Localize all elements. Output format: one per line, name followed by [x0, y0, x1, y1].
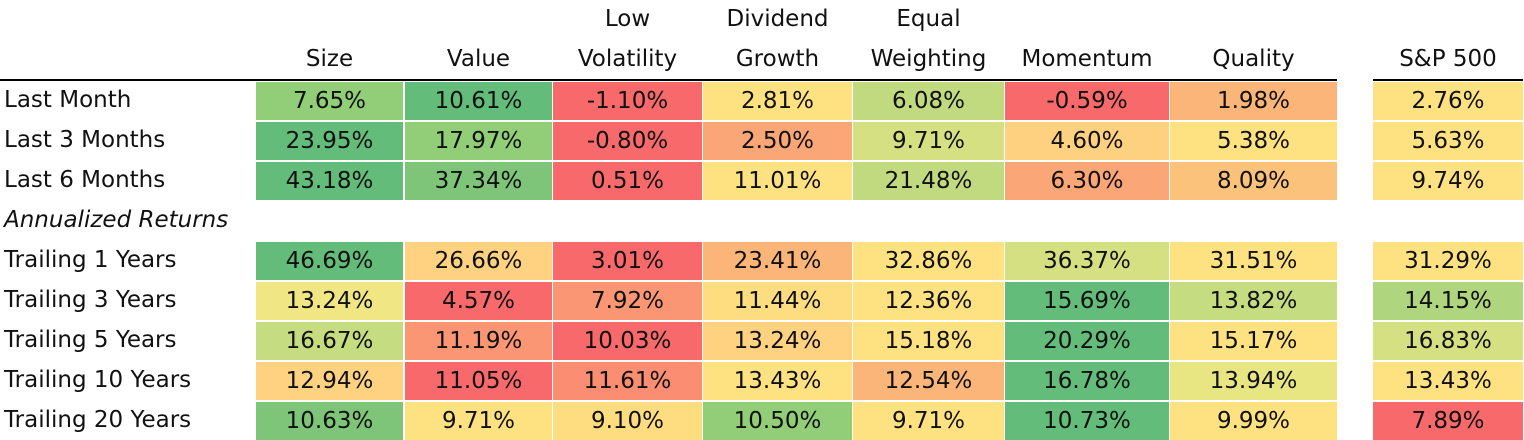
- heatmap-cell: 13.43%: [1373, 362, 1523, 400]
- heatmap-cell: 15.69%: [1005, 282, 1169, 320]
- heatmap-cell: 31.29%: [1373, 242, 1523, 280]
- heatmap-cell: 11.44%: [703, 282, 852, 320]
- heatmap-cell: 10.61%: [405, 82, 552, 120]
- heatmap-cell: 10.50%: [703, 402, 852, 440]
- heatmap-cell: 9.99%: [1170, 402, 1337, 440]
- column-header: Size: [305, 46, 354, 72]
- heatmap-cell: 20.29%: [1005, 322, 1169, 360]
- heatmap-cell: 14.15%: [1373, 282, 1523, 320]
- row-label: Last 6 Months: [4, 167, 166, 193]
- column-header: Weighting: [870, 46, 987, 72]
- heatmap-cell: 13.82%: [1170, 282, 1337, 320]
- column-header-line1: Equal: [896, 6, 961, 32]
- heatmap-cell: 9.71%: [853, 122, 1004, 160]
- heatmap-cell: 31.51%: [1170, 242, 1337, 280]
- row-label: Trailing 10 Years: [4, 367, 192, 393]
- heatmap-cell: -0.80%: [553, 122, 702, 160]
- heatmap-cell: 2.81%: [703, 82, 852, 120]
- heatmap-cell: 11.19%: [405, 322, 552, 360]
- heatmap-cell: 36.37%: [1005, 242, 1169, 280]
- heatmap-cell: 16.67%: [256, 322, 403, 360]
- heatmap-cell: 7.89%: [1373, 402, 1523, 440]
- heatmap-cell: 10.03%: [553, 322, 702, 360]
- heatmap-cell: 8.09%: [1170, 162, 1337, 200]
- heatmap-cell: 11.01%: [703, 162, 852, 200]
- row-label: Trailing 5 Years: [4, 327, 177, 353]
- header-rule-sp500: [1373, 79, 1523, 81]
- heatmap-cell: 13.43%: [703, 362, 852, 400]
- heatmap-cell: 43.18%: [256, 162, 403, 200]
- heatmap-cell: 13.24%: [256, 282, 403, 320]
- heatmap-cell: 15.17%: [1170, 322, 1337, 360]
- heatmap-cell: 12.54%: [853, 362, 1004, 400]
- heatmap-cell: 2.76%: [1373, 82, 1523, 120]
- heatmap-cell: -0.59%: [1005, 82, 1169, 120]
- heatmap-cell: 16.78%: [1005, 362, 1169, 400]
- heatmap-cell: 26.66%: [405, 242, 552, 280]
- heatmap-cell: 4.57%: [405, 282, 552, 320]
- heatmap-cell: 6.08%: [853, 82, 1004, 120]
- column-header-line1: Low: [604, 6, 651, 32]
- column-header: Growth: [735, 46, 820, 72]
- column-header-line1: Dividend: [726, 6, 829, 32]
- heatmap-cell: 6.30%: [1005, 162, 1169, 200]
- section-label: Annualized Returns: [4, 207, 229, 233]
- heatmap-cell: 7.65%: [256, 82, 403, 120]
- heatmap-cell: 10.73%: [1005, 402, 1169, 440]
- row-label: Trailing 3 Years: [4, 287, 177, 313]
- heatmap-cell: 37.34%: [405, 162, 552, 200]
- heatmap-cell: -1.10%: [553, 82, 702, 120]
- heatmap-cell: 9.10%: [553, 402, 702, 440]
- heatmap-cell: 46.69%: [256, 242, 403, 280]
- heatmap-cell: 16.83%: [1373, 322, 1523, 360]
- heatmap-cell: 17.97%: [405, 122, 552, 160]
- heatmap-cell: 12.36%: [853, 282, 1004, 320]
- heatmap-cell: 11.61%: [553, 362, 702, 400]
- row-label: Last Month: [4, 87, 132, 113]
- heatmap-cell: 9.74%: [1373, 162, 1523, 200]
- heatmap-cell: 3.01%: [553, 242, 702, 280]
- header-rule-main: [0, 79, 1337, 81]
- heatmap-cell: 11.05%: [405, 362, 552, 400]
- heatmap-cell: 23.95%: [256, 122, 403, 160]
- row-label: Trailing 1 Years: [4, 247, 177, 273]
- heatmap-cell: 13.94%: [1170, 362, 1337, 400]
- heatmap-cell: 12.94%: [256, 362, 403, 400]
- heatmap-cell: 5.63%: [1373, 122, 1523, 160]
- column-header: Momentum: [1021, 46, 1153, 72]
- heatmap-cell: 7.92%: [553, 282, 702, 320]
- heatmap-cell: 10.63%: [256, 402, 403, 440]
- heatmap-cell: 15.18%: [853, 322, 1004, 360]
- heatmap-cell: 32.86%: [853, 242, 1004, 280]
- heatmap-cell: 21.48%: [853, 162, 1004, 200]
- heatmap-cell: 9.71%: [853, 402, 1004, 440]
- heatmap-cell: 13.24%: [703, 322, 852, 360]
- column-header: S&P 500: [1399, 46, 1497, 72]
- heatmap-cell: 5.38%: [1170, 122, 1337, 160]
- column-header: Volatility: [577, 46, 678, 72]
- row-label: Trailing 20 Years: [4, 407, 192, 433]
- heatmap-cell: 4.60%: [1005, 122, 1169, 160]
- heatmap-cell: 9.71%: [405, 402, 552, 440]
- heatmap-cell: 1.98%: [1170, 82, 1337, 120]
- column-header: Quality: [1212, 46, 1295, 72]
- column-header: Value: [446, 46, 511, 72]
- row-label: Last 3 Months: [4, 127, 166, 153]
- heatmap-cell: 2.50%: [703, 122, 852, 160]
- heatmap-cell: 23.41%: [703, 242, 852, 280]
- heatmap-cell: 0.51%: [553, 162, 702, 200]
